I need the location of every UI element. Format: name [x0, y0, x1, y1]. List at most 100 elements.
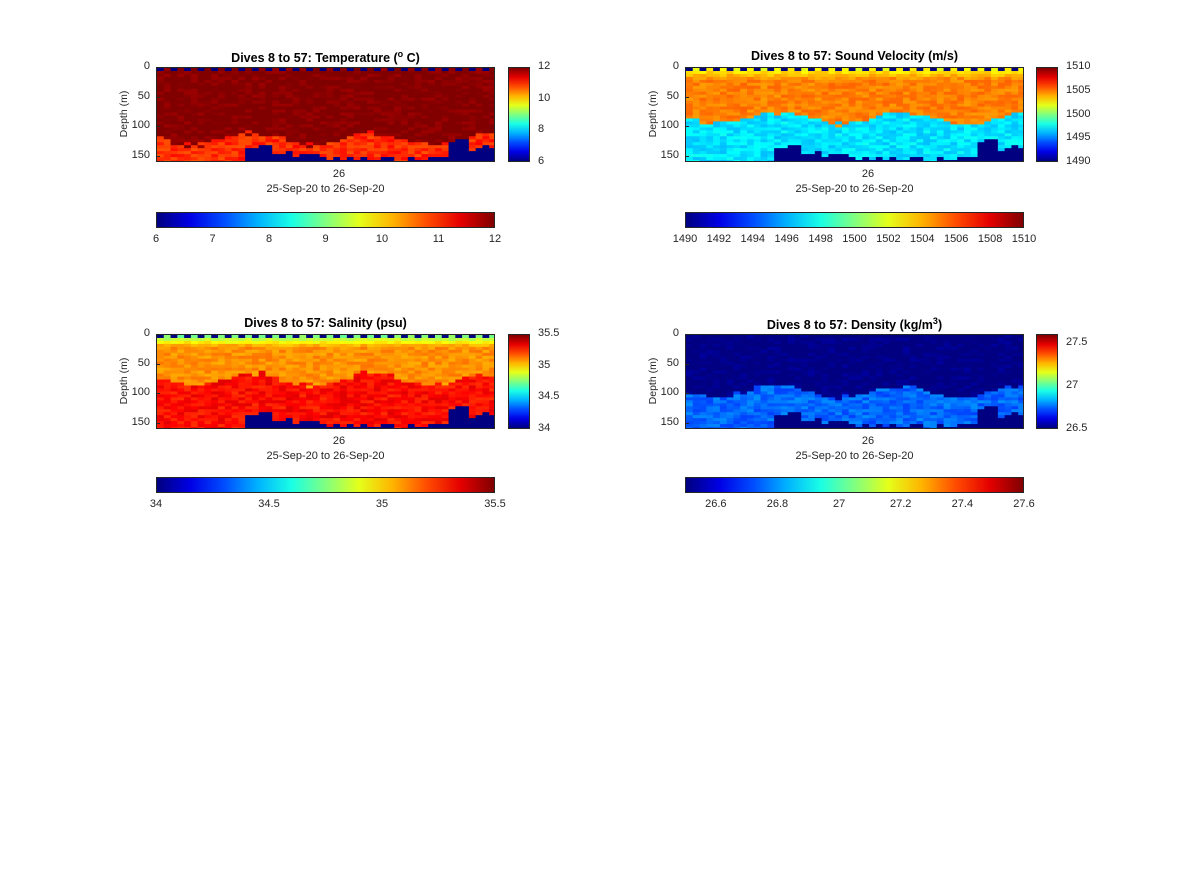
heatmap-cell — [889, 130, 897, 134]
heatmap-cell — [760, 100, 768, 105]
colorbar-tick-label: 34 — [538, 422, 551, 434]
heatmap-cell — [916, 76, 924, 81]
heatmap-cell — [875, 106, 884, 111]
heatmap-cell — [265, 337, 273, 342]
heatmap-cell — [285, 112, 294, 117]
heatmap-cell — [468, 118, 477, 123]
heatmap-cell — [740, 121, 748, 126]
heatmap-cell — [434, 154, 443, 158]
heatmap-cell — [326, 76, 334, 81]
heatmap-cell — [170, 142, 178, 146]
heatmap-cell — [407, 403, 416, 407]
heatmap-cell — [719, 148, 728, 152]
heatmap-cell — [265, 335, 273, 339]
colorbar-tick-label: 1498 — [808, 233, 833, 245]
heatmap-cell — [686, 343, 694, 348]
heatmap-cell — [218, 385, 226, 390]
heatmap-cell — [184, 409, 192, 413]
heatmap-cell — [238, 388, 246, 393]
heatmap-cell — [340, 133, 348, 137]
heatmap-cell — [713, 127, 721, 131]
heatmap-cell — [407, 415, 416, 419]
heatmap-cell — [265, 382, 273, 387]
colorbar-tick-label: 1490 — [1066, 155, 1091, 167]
heatmap-cell — [448, 139, 456, 143]
heatmap-cell — [421, 160, 429, 161]
heatmap-cell — [421, 103, 429, 108]
heatmap-cell — [462, 151, 470, 155]
heatmap-cell — [306, 97, 314, 102]
heatmap-cell — [279, 361, 287, 366]
heatmap-cell — [882, 85, 890, 90]
heatmap-cell — [177, 397, 185, 401]
heatmap-cell — [387, 121, 395, 126]
heatmap-cell — [306, 130, 314, 134]
heatmap-cell — [902, 145, 911, 149]
heatmap-cell — [692, 355, 701, 360]
heatmap-cell — [387, 82, 395, 87]
heatmap-cell — [258, 112, 267, 117]
heatmap-cell — [231, 94, 239, 99]
heatmap-cell — [977, 133, 985, 137]
heatmap-cell — [367, 79, 375, 84]
heatmap-cell — [475, 406, 484, 410]
heatmap-cell — [889, 157, 897, 161]
heatmap-cell — [943, 157, 952, 161]
heatmap-cell — [869, 94, 877, 99]
y-tick-label: 50 — [137, 356, 150, 369]
heatmap-cell — [279, 385, 287, 390]
heatmap-cell — [821, 94, 829, 99]
heatmap-cell — [841, 100, 850, 105]
heatmap-cell — [204, 418, 212, 422]
heatmap-cell — [292, 142, 300, 146]
heatmap-cell — [482, 400, 490, 404]
heatmap-cell — [272, 154, 280, 158]
heatmap-cell — [333, 349, 341, 354]
heatmap-cell — [475, 70, 484, 75]
heatmap-cell — [434, 355, 443, 360]
heatmap-cell — [265, 127, 273, 131]
heatmap-cell — [380, 424, 389, 428]
heatmap-cell — [686, 157, 694, 161]
heatmap-cell — [936, 145, 945, 149]
heatmap-cell — [170, 103, 178, 108]
heatmap-cell — [292, 73, 300, 78]
heatmap-cell — [475, 370, 484, 375]
heatmap-cell — [1004, 82, 1013, 87]
heatmap-cell — [380, 91, 389, 96]
heatmap-cell — [753, 100, 762, 105]
heatmap-cell — [197, 145, 206, 149]
heatmap-cell — [184, 424, 192, 428]
heatmap-cell — [292, 385, 300, 390]
heatmap-cell — [190, 406, 199, 410]
heatmap-cell — [197, 148, 206, 152]
heatmap-cell — [231, 76, 239, 81]
heatmap-cell — [706, 160, 714, 161]
heatmap-cell — [306, 349, 314, 354]
heatmap-cell — [238, 88, 246, 93]
heatmap-cell — [808, 70, 816, 75]
heatmap-cell — [686, 85, 694, 90]
heatmap-cell — [265, 400, 273, 404]
heatmap-cell — [441, 391, 450, 395]
heatmap-cell — [272, 335, 280, 339]
heatmap-cell — [238, 391, 246, 395]
heatmap-cell — [489, 85, 494, 90]
heatmap-cell — [448, 382, 456, 387]
heatmap-cell — [319, 145, 328, 149]
heatmap-cell — [184, 394, 192, 398]
heatmap-cell — [401, 343, 409, 348]
heatmap-cell — [984, 157, 992, 161]
heatmap-cell — [380, 68, 389, 72]
heatmap-cell — [997, 88, 1006, 93]
heatmap-cell — [1004, 151, 1013, 155]
heatmap-cell — [434, 94, 443, 99]
heatmap-cell — [428, 157, 436, 161]
heatmap-cell — [184, 358, 192, 363]
heatmap-cell — [333, 148, 341, 152]
heatmap-cell — [272, 76, 280, 81]
heatmap-cell — [753, 142, 762, 146]
heatmap-cell — [462, 367, 470, 372]
heatmap-cell — [218, 82, 226, 87]
heatmap-cell — [238, 424, 246, 428]
